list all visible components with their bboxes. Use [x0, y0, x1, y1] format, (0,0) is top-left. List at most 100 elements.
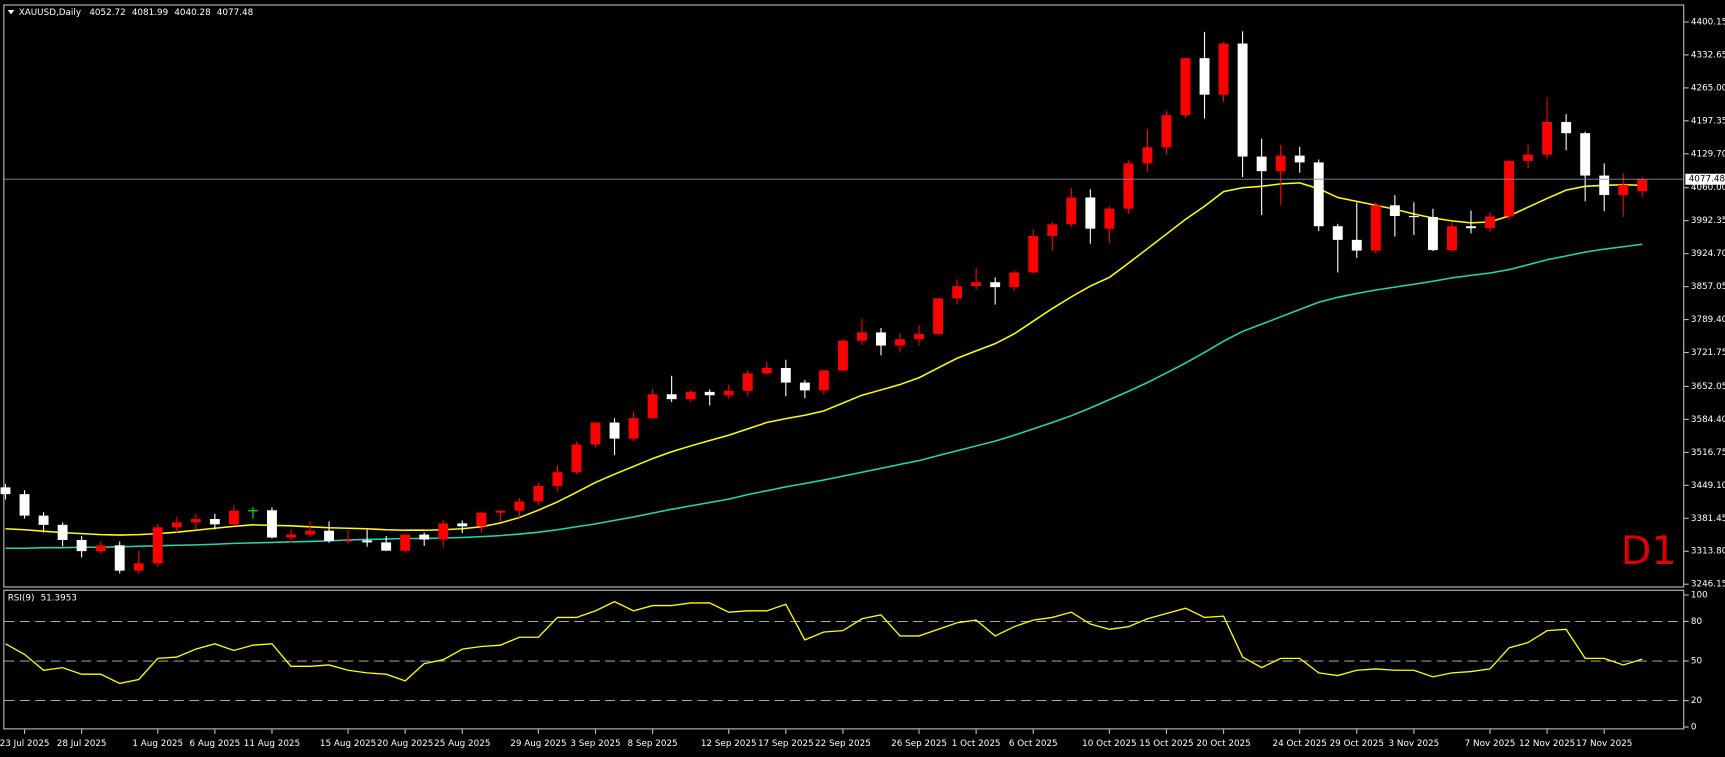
candle-body [1466, 226, 1476, 229]
candle-body [1485, 216, 1495, 229]
candle-body [495, 510, 506, 513]
candle-body [1199, 58, 1210, 95]
candle-body [971, 282, 982, 287]
rsi-panel-frame [3, 589, 1685, 730]
candle-body [742, 373, 753, 391]
candle-body [1256, 156, 1267, 172]
ohlc-close: 4077.48 [217, 8, 253, 18]
candle-body [818, 370, 829, 391]
x-tick-label: 3 Nov 2025 [1389, 739, 1440, 749]
candle-body [1161, 115, 1172, 148]
candle-body [114, 545, 125, 571]
candle-body [914, 333, 924, 340]
ohlc-low: 4040.28 [174, 8, 210, 18]
candle-body [647, 394, 658, 419]
y-tick-label: 4060.00 [1691, 183, 1725, 193]
candle-body [780, 367, 791, 383]
x-tick-label: 6 Oct 2025 [1009, 739, 1058, 749]
y-tick-label: 3313.80 [1691, 547, 1725, 557]
chart-title: XAUUSD,Daily 4052.72 4081.99 4040.28 407… [19, 8, 253, 18]
candle-body [1446, 226, 1457, 251]
x-tick-label: 10 Oct 2025 [1082, 739, 1136, 749]
timeframe-label: D1 [1621, 528, 1677, 574]
y-tick-label: 3721.75 [1691, 348, 1725, 358]
candle-body [1580, 133, 1591, 176]
y-tick-label: 20 [1691, 696, 1703, 706]
candle-body [571, 444, 582, 473]
y-tick-label: 3857.05 [1691, 282, 1725, 292]
ohlc-open: 4052.72 [89, 8, 125, 18]
x-tick-label: 29 Oct 2025 [1330, 739, 1384, 749]
y-tick-label: 3652.05 [1691, 382, 1725, 392]
candle-body [152, 527, 163, 564]
x-tick-label: 20 Oct 2025 [1196, 739, 1250, 749]
y-tick-label: 3449.10 [1691, 481, 1725, 491]
candle-body [1599, 175, 1610, 196]
candle-body [761, 367, 772, 374]
x-tick-label: 7 Nov 2025 [1465, 739, 1516, 749]
candle-body [95, 545, 106, 552]
candle-body [1313, 162, 1324, 227]
candle-body [590, 422, 601, 445]
candle-body [666, 394, 677, 400]
candle-body [1408, 215, 1419, 218]
y-tick-label: 4400.15 [1691, 18, 1725, 28]
candle-body [856, 332, 867, 341]
x-tick-label: 12 Sep 2025 [701, 739, 757, 749]
x-tick-label: 15 Oct 2025 [1139, 739, 1193, 749]
candle-body [799, 382, 810, 391]
y-tick-label: 4265.00 [1691, 83, 1725, 93]
x-tick-label: 12 Nov 2025 [1519, 739, 1575, 749]
candle-body [685, 391, 696, 400]
candle-body [171, 522, 182, 528]
candle-body [228, 510, 239, 525]
x-tick-label: 20 Aug 2025 [377, 739, 433, 749]
x-tick-label: 17 Nov 2025 [1576, 739, 1632, 749]
candle-body [190, 519, 201, 523]
candle-body [38, 515, 49, 525]
candle-body [362, 540, 373, 543]
candle-body [895, 339, 905, 346]
x-tick-label: 6 Aug 2025 [189, 739, 240, 749]
candle-body [286, 534, 296, 538]
y-tick-label: 3789.40 [1691, 315, 1725, 325]
candle-body [1275, 155, 1286, 172]
candle-body [76, 539, 87, 552]
candle-body [1523, 154, 1534, 161]
candle-body [19, 494, 30, 516]
candle-body [267, 510, 277, 538]
candle-body [1294, 155, 1305, 163]
candle-body [1332, 226, 1343, 240]
candle-body [343, 540, 354, 542]
candle-body [1028, 235, 1039, 273]
candle-body [1237, 43, 1248, 157]
y-tick-label: 0 [1691, 723, 1697, 733]
x-tick-label: 24 Oct 2025 [1272, 739, 1326, 749]
candle-body [438, 523, 449, 540]
x-tick-label: 26 Sep 2025 [891, 739, 947, 749]
moving-average [5, 243, 1643, 550]
candle-body [1047, 224, 1058, 236]
x-tick-label: 15 Aug 2025 [320, 739, 376, 749]
candle-body [305, 530, 315, 535]
candle-body [1180, 58, 1191, 116]
candle-body [628, 418, 639, 439]
x-tick-label: 25 Aug 2025 [434, 739, 490, 749]
candle-body [1618, 184, 1629, 196]
x-tick-label: 3 Sep 2025 [570, 739, 620, 749]
candle-body [1142, 147, 1153, 164]
candle-body [1123, 163, 1134, 209]
y-tick-label: 3584.40 [1691, 415, 1725, 425]
candle-body [1389, 205, 1400, 216]
y-tick-label: 4197.35 [1691, 116, 1725, 126]
candle-body [324, 530, 334, 541]
candle-body [990, 282, 1001, 288]
y-tick-label: 3516.75 [1691, 448, 1725, 458]
rsi-name: RSI(9) [8, 593, 35, 603]
candle-body [0, 487, 11, 495]
candle-body [1542, 121, 1553, 155]
plot-layer: 4400.15 4332.65 4265.00 4197.35 4129.70 4060.… [0, 18, 1725, 749]
candle-body [57, 524, 68, 540]
candle-body [723, 390, 734, 396]
